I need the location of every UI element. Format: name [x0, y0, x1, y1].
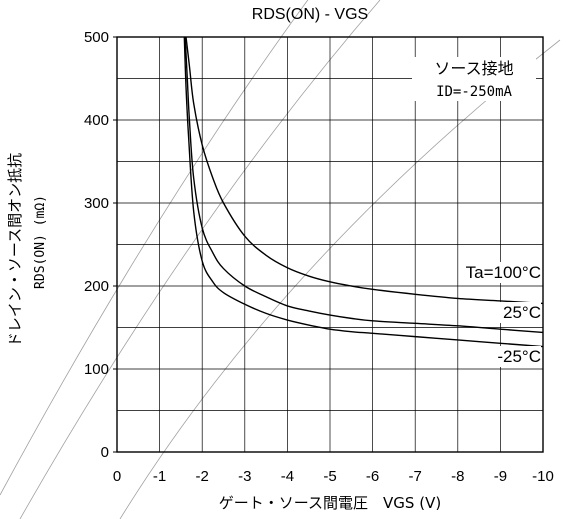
- x-tick-label: -4: [281, 468, 294, 485]
- y-tick-label: 400: [84, 112, 109, 129]
- curve-label-bg: [489, 346, 541, 367]
- curves: [183, 36, 544, 348]
- x-tick-label: -7: [409, 468, 422, 485]
- watermark-stroke: [0, 0, 309, 496]
- y-tick-label: 0: [101, 444, 109, 461]
- curve-label-bg: [461, 262, 541, 283]
- x-tick-label: -3: [238, 468, 251, 485]
- x-tick-label: -6: [366, 468, 379, 485]
- series-minus-25c: [183, 36, 544, 348]
- condition-line-2: ID=-250mA: [436, 84, 512, 100]
- curve-label: 25°C: [503, 303, 541, 322]
- y-tick-labels: 0 100 200 300 400 500: [84, 29, 109, 461]
- x-tick-labels: 0 -1 -2 -3 -4 -5 -6 -7 -8 -9 -10: [113, 468, 554, 485]
- curve-labels: Ta=100°C 25°C -25°C: [461, 262, 541, 367]
- x-tick-label: -2: [196, 468, 209, 485]
- x-tick-label: -10: [532, 468, 554, 485]
- y-tick-label: 300: [84, 195, 109, 212]
- plot-frame: [116, 36, 544, 453]
- x-tick-label: -8: [451, 468, 464, 485]
- x-tick-label: -1: [153, 468, 166, 485]
- series-ta-100c: [185, 36, 544, 305]
- chart-title: RDS(ON) - VGS: [252, 6, 368, 23]
- y-tick-label: 100: [84, 361, 109, 378]
- y-axis-label: ドレイン・ソース間オン抵抗: [6, 153, 24, 347]
- y-tick-label: 500: [84, 29, 109, 46]
- condition-line-1: ソース接地: [434, 59, 513, 78]
- curve-label: Ta=100°C: [466, 263, 541, 282]
- watermark-stroke: [19, 0, 381, 519]
- curve-label: -25°C: [497, 347, 541, 366]
- y-tick-label: 200: [84, 278, 109, 295]
- x-tick-label: -5: [323, 468, 336, 485]
- x-axis-label: ゲート・ソース間電圧 VGS (V): [219, 494, 441, 512]
- x-tick-label: -9: [494, 468, 507, 485]
- curve-label-bg: [498, 302, 541, 323]
- series-25c: [184, 36, 544, 334]
- x-tick-label: 0: [113, 468, 121, 485]
- y-axis-unit-label: RDS(ON) (mΩ): [33, 195, 48, 289]
- condition-box-bg: [412, 57, 536, 101]
- watermark-stroke: [119, 39, 561, 519]
